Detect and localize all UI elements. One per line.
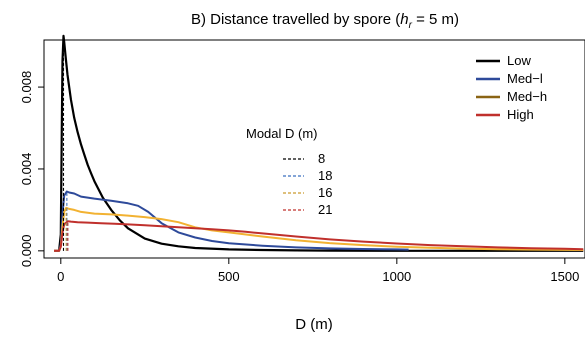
modal-legend-label-21: 21 — [318, 202, 332, 217]
modal-legend-label-8: 8 — [318, 151, 325, 166]
x-tick-label: 0 — [57, 269, 64, 284]
y-tick-label: 0.004 — [19, 153, 34, 186]
y-tick-label: 0.000 — [19, 235, 34, 268]
modal-legend-title: Modal D (m) — [246, 126, 318, 141]
chart-title: B) Distance travelled by spore (hr = 5 m… — [191, 11, 459, 31]
series-line-med-l — [54, 190, 409, 252]
series-layer — [54, 34, 584, 252]
modal-legend-label-18: 18 — [318, 168, 332, 183]
series-line-low — [54, 34, 584, 252]
y-tick-label: 0.008 — [19, 71, 34, 104]
y-axis: 0.000 0.004 0.008 — [19, 71, 44, 267]
legend-label-med-h: Med−h — [507, 89, 547, 104]
x-tick-label: 1500 — [550, 269, 579, 284]
series-line-high — [54, 220, 584, 252]
legend-label-high: High — [507, 107, 534, 122]
legend-label-med-l: Med−l — [507, 71, 543, 86]
x-axis: 0 500 1000 1500 — [57, 258, 579, 284]
legend: Low Med−l Med−h High — [476, 53, 547, 122]
plot-frame — [43, 39, 585, 259]
x-axis-label: D (m) — [295, 316, 333, 333]
legend-label-low: Low — [507, 53, 531, 68]
x-tick-label: 1000 — [382, 269, 411, 284]
modal-legend: Modal D (m)8 18 16 21 — [246, 126, 332, 217]
modal-legend-label-16: 16 — [318, 185, 332, 200]
x-tick-label: 500 — [218, 269, 240, 284]
series-line-med-h — [54, 206, 584, 252]
modal-lines-layer — [62, 35, 69, 251]
